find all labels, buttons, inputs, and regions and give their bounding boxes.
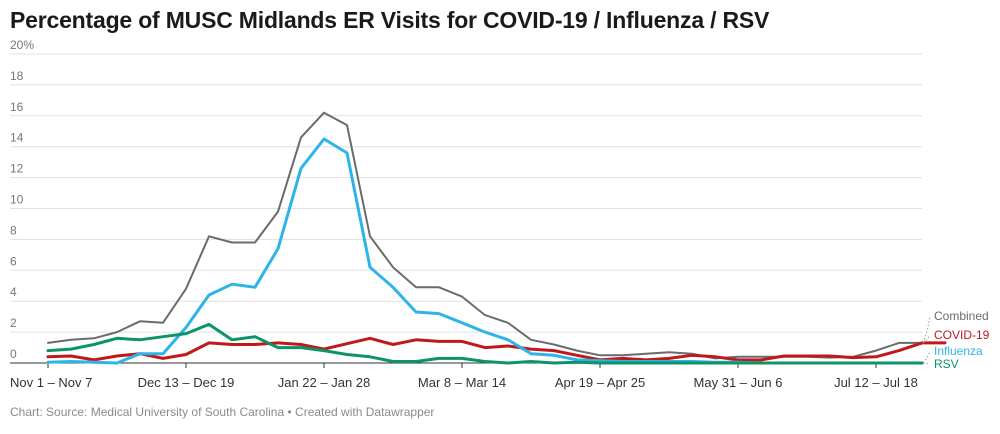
- legend-connector: [922, 334, 931, 344]
- x-tick-label: Apr 19 – Apr 25: [555, 375, 645, 390]
- legend-connector: [922, 315, 931, 344]
- legend-label-rsv: RSV: [934, 357, 959, 371]
- gridlines: [10, 53, 922, 364]
- footer-chart-prefix: Chart:: [10, 405, 43, 419]
- footer-credit: Created with Datawrapper: [295, 405, 435, 419]
- series-line-influenza: [46, 137, 924, 365]
- legend-connector: [922, 350, 931, 364]
- y-axis-ticks: 0 2 4 6 8 10 12 14 16 18 20%: [10, 38, 34, 361]
- footer-source: Source: Medical University of South Caro…: [46, 405, 285, 419]
- y-tick-label: 8: [10, 223, 17, 237]
- y-tick-label: 18: [10, 69, 24, 83]
- x-tick-label: Mar 8 – Mar 14: [418, 375, 506, 390]
- x-tick-label: Dec 13 – Dec 19: [138, 375, 235, 390]
- x-tick-label: Nov 1 – Nov 7: [10, 375, 92, 390]
- series-line-covid-19: [46, 336, 947, 362]
- y-tick-label: 20%: [10, 38, 34, 52]
- y-tick-label: 14: [10, 131, 24, 145]
- y-tick-label: 2: [10, 316, 17, 330]
- x-tick-label: Jan 22 – Jan 28: [278, 375, 371, 390]
- y-tick-label: 0: [10, 347, 17, 361]
- legend-label-combined: Combined: [934, 309, 989, 323]
- chart-title: Percentage of MUSC Midlands ER Visits fo…: [10, 7, 770, 33]
- legend-connector: [922, 362, 931, 365]
- series-lines: [46, 111, 947, 365]
- y-tick-label: 6: [10, 254, 17, 268]
- series-line-rsv: [46, 322, 924, 365]
- legend-label-covid-19: COVID-19: [934, 328, 990, 342]
- x-axis-ticks: Nov 1 – Nov 7 Dec 13 – Dec 19 Jan 22 – Jan…: [10, 363, 918, 390]
- x-tick-label: May 31 – Jun 6: [694, 375, 783, 390]
- y-tick-label: 4: [10, 285, 17, 299]
- series-line-combined: [47, 111, 923, 360]
- y-tick-label: 10: [10, 193, 24, 207]
- legend-label-influenza: Influenza: [934, 344, 983, 358]
- footer-separator: •: [287, 405, 292, 419]
- chart-footer: Chart: Source: Medical University of Sou…: [10, 405, 434, 419]
- y-tick-label: 16: [10, 100, 24, 114]
- y-tick-label: 12: [10, 162, 24, 176]
- x-tick-label: Jul 12 – Jul 18: [834, 375, 918, 390]
